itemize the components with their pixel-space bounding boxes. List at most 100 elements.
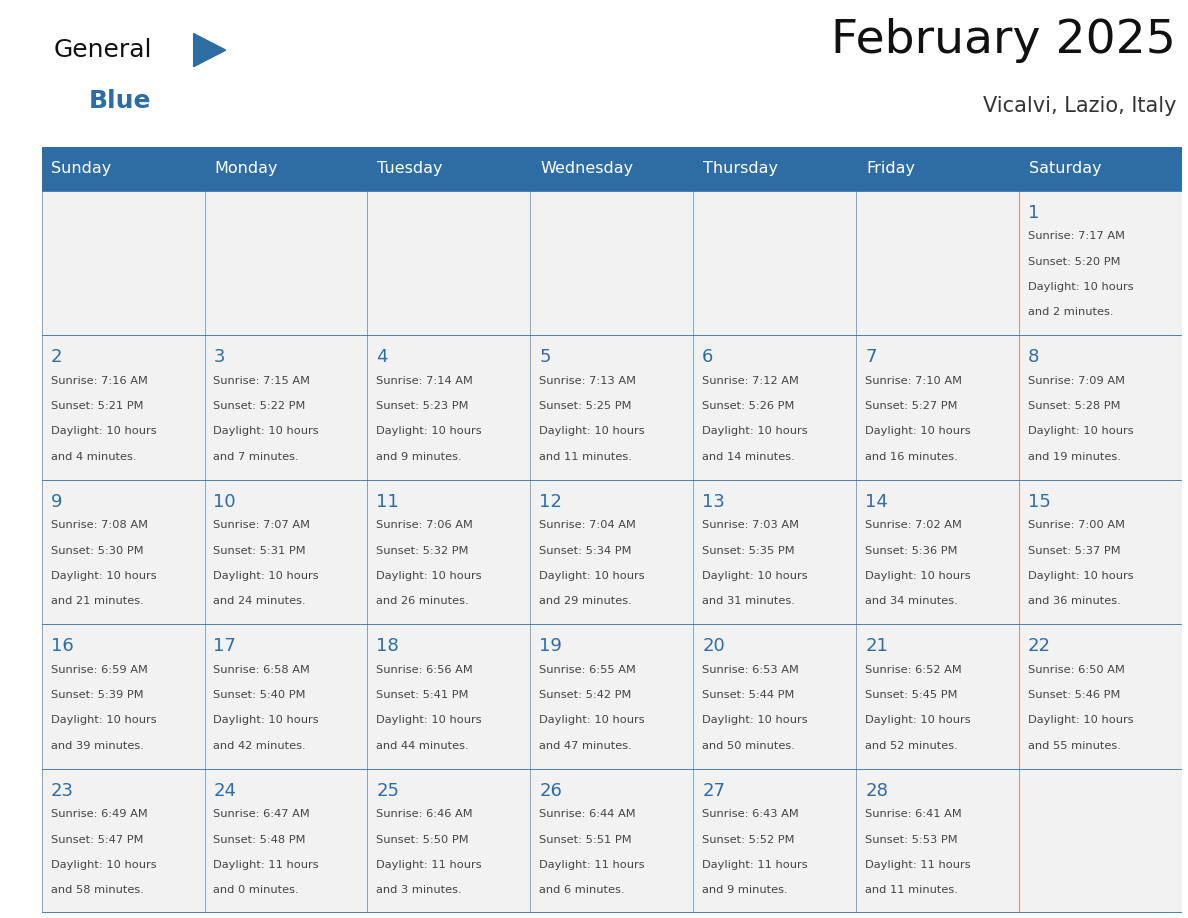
Text: and 3 minutes.: and 3 minutes. (377, 885, 462, 895)
Text: Sunrise: 6:47 AM: Sunrise: 6:47 AM (214, 810, 310, 820)
Text: Sunset: 5:46 PM: Sunset: 5:46 PM (1028, 690, 1120, 700)
Text: Daylight: 10 hours: Daylight: 10 hours (214, 427, 320, 436)
Text: Daylight: 11 hours: Daylight: 11 hours (214, 860, 320, 870)
Text: Daylight: 10 hours: Daylight: 10 hours (865, 571, 971, 581)
Text: Sunset: 5:53 PM: Sunset: 5:53 PM (865, 834, 958, 845)
Text: Sunrise: 7:14 AM: Sunrise: 7:14 AM (377, 375, 473, 386)
Text: and 52 minutes.: and 52 minutes. (865, 741, 958, 751)
Text: and 14 minutes.: and 14 minutes. (702, 452, 795, 462)
Text: Sunrise: 7:12 AM: Sunrise: 7:12 AM (702, 375, 800, 386)
Text: 15: 15 (1028, 493, 1051, 511)
Text: Sunset: 5:35 PM: Sunset: 5:35 PM (702, 545, 795, 555)
Text: and 24 minutes.: and 24 minutes. (214, 597, 307, 606)
Text: Daylight: 10 hours: Daylight: 10 hours (702, 427, 808, 436)
Text: Sunrise: 6:52 AM: Sunrise: 6:52 AM (865, 665, 962, 675)
Text: Sunrise: 6:43 AM: Sunrise: 6:43 AM (702, 810, 800, 820)
Text: and 2 minutes.: and 2 minutes. (1028, 308, 1113, 318)
Text: 13: 13 (702, 493, 725, 511)
Text: Sunrise: 7:13 AM: Sunrise: 7:13 AM (539, 375, 637, 386)
Text: Daylight: 10 hours: Daylight: 10 hours (214, 571, 320, 581)
Text: and 47 minutes.: and 47 minutes. (539, 741, 632, 751)
Text: Daylight: 10 hours: Daylight: 10 hours (539, 571, 645, 581)
Text: and 11 minutes.: and 11 minutes. (865, 885, 958, 895)
Text: and 0 minutes.: and 0 minutes. (214, 885, 299, 895)
Text: Sunset: 5:32 PM: Sunset: 5:32 PM (377, 545, 469, 555)
Text: Tuesday: Tuesday (378, 162, 443, 176)
Text: Daylight: 10 hours: Daylight: 10 hours (1028, 427, 1133, 436)
Text: Daylight: 10 hours: Daylight: 10 hours (51, 860, 156, 870)
Text: and 42 minutes.: and 42 minutes. (214, 741, 307, 751)
Text: Daylight: 10 hours: Daylight: 10 hours (51, 427, 156, 436)
Text: Sunrise: 6:46 AM: Sunrise: 6:46 AM (377, 810, 473, 820)
Text: Sunrise: 7:02 AM: Sunrise: 7:02 AM (865, 521, 962, 531)
Text: Sunset: 5:27 PM: Sunset: 5:27 PM (865, 401, 958, 411)
Text: Daylight: 10 hours: Daylight: 10 hours (51, 571, 156, 581)
Text: Sunset: 5:47 PM: Sunset: 5:47 PM (51, 834, 143, 845)
Text: Daylight: 10 hours: Daylight: 10 hours (865, 427, 971, 436)
Text: 14: 14 (865, 493, 889, 511)
Text: 21: 21 (865, 637, 889, 655)
Text: and 9 minutes.: and 9 minutes. (377, 452, 462, 462)
Text: 22: 22 (1028, 637, 1051, 655)
Text: 28: 28 (865, 782, 889, 800)
Text: Saturday: Saturday (1029, 162, 1101, 176)
Text: and 39 minutes.: and 39 minutes. (51, 741, 144, 751)
Text: Daylight: 10 hours: Daylight: 10 hours (1028, 282, 1133, 292)
Text: and 55 minutes.: and 55 minutes. (1028, 741, 1121, 751)
Text: Sunset: 5:52 PM: Sunset: 5:52 PM (702, 834, 795, 845)
Text: 19: 19 (539, 637, 562, 655)
Text: and 58 minutes.: and 58 minutes. (51, 885, 144, 895)
Text: and 11 minutes.: and 11 minutes. (539, 452, 632, 462)
Text: and 16 minutes.: and 16 minutes. (865, 452, 958, 462)
Text: Sunset: 5:41 PM: Sunset: 5:41 PM (377, 690, 469, 700)
Text: Sunrise: 7:07 AM: Sunrise: 7:07 AM (214, 521, 310, 531)
Text: Blue: Blue (89, 89, 152, 113)
Text: Sunset: 5:37 PM: Sunset: 5:37 PM (1028, 545, 1120, 555)
Text: Daylight: 10 hours: Daylight: 10 hours (214, 715, 320, 725)
Text: Wednesday: Wednesday (541, 162, 633, 176)
Text: and 4 minutes.: and 4 minutes. (51, 452, 137, 462)
Text: February 2025: February 2025 (832, 18, 1176, 63)
Text: Vicalvi, Lazio, Italy: Vicalvi, Lazio, Italy (982, 96, 1176, 116)
Text: 25: 25 (377, 782, 399, 800)
Text: Sunset: 5:26 PM: Sunset: 5:26 PM (702, 401, 795, 411)
Text: General: General (53, 39, 152, 62)
Text: Sunrise: 7:03 AM: Sunrise: 7:03 AM (702, 521, 800, 531)
Text: Sunset: 5:23 PM: Sunset: 5:23 PM (377, 401, 469, 411)
Text: Sunset: 5:21 PM: Sunset: 5:21 PM (51, 401, 143, 411)
Polygon shape (194, 34, 226, 67)
Text: Sunrise: 6:56 AM: Sunrise: 6:56 AM (377, 665, 473, 675)
Text: Daylight: 10 hours: Daylight: 10 hours (702, 571, 808, 581)
Text: Sunset: 5:50 PM: Sunset: 5:50 PM (377, 834, 469, 845)
Text: Sunrise: 7:06 AM: Sunrise: 7:06 AM (377, 521, 473, 531)
Text: Daylight: 10 hours: Daylight: 10 hours (377, 571, 482, 581)
Text: 4: 4 (377, 349, 388, 366)
Text: Daylight: 10 hours: Daylight: 10 hours (51, 715, 156, 725)
Text: and 29 minutes.: and 29 minutes. (539, 597, 632, 606)
Text: and 50 minutes.: and 50 minutes. (702, 741, 795, 751)
Text: Sunrise: 6:58 AM: Sunrise: 6:58 AM (214, 665, 310, 675)
Text: Sunset: 5:34 PM: Sunset: 5:34 PM (539, 545, 632, 555)
Text: 23: 23 (51, 782, 74, 800)
Text: 7: 7 (865, 349, 877, 366)
Text: Daylight: 11 hours: Daylight: 11 hours (377, 860, 482, 870)
Text: Sunset: 5:36 PM: Sunset: 5:36 PM (865, 545, 958, 555)
Text: Daylight: 11 hours: Daylight: 11 hours (865, 860, 971, 870)
Text: and 21 minutes.: and 21 minutes. (51, 597, 144, 606)
Text: Sunset: 5:45 PM: Sunset: 5:45 PM (865, 690, 958, 700)
Text: Sunrise: 7:15 AM: Sunrise: 7:15 AM (214, 375, 310, 386)
Text: 17: 17 (214, 637, 236, 655)
Text: 6: 6 (702, 349, 714, 366)
Text: and 7 minutes.: and 7 minutes. (214, 452, 299, 462)
Text: 1: 1 (1028, 204, 1040, 222)
Text: Sunset: 5:28 PM: Sunset: 5:28 PM (1028, 401, 1120, 411)
Text: 26: 26 (539, 782, 562, 800)
Text: Sunrise: 7:00 AM: Sunrise: 7:00 AM (1028, 521, 1125, 531)
Text: Sunset: 5:31 PM: Sunset: 5:31 PM (214, 545, 307, 555)
Text: Sunrise: 6:55 AM: Sunrise: 6:55 AM (539, 665, 637, 675)
Text: Sunset: 5:30 PM: Sunset: 5:30 PM (51, 545, 144, 555)
Text: Sunset: 5:51 PM: Sunset: 5:51 PM (539, 834, 632, 845)
Text: Sunrise: 7:10 AM: Sunrise: 7:10 AM (865, 375, 962, 386)
Text: and 31 minutes.: and 31 minutes. (702, 597, 795, 606)
Text: Sunrise: 7:04 AM: Sunrise: 7:04 AM (539, 521, 637, 531)
